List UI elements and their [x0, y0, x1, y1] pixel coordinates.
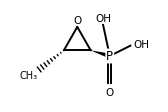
Text: P: P: [106, 50, 113, 62]
Text: OH: OH: [133, 40, 149, 50]
Text: O: O: [73, 16, 81, 26]
Polygon shape: [91, 50, 110, 58]
Text: CH₃: CH₃: [20, 71, 38, 81]
Text: O: O: [106, 88, 114, 98]
Text: OH: OH: [95, 14, 111, 24]
